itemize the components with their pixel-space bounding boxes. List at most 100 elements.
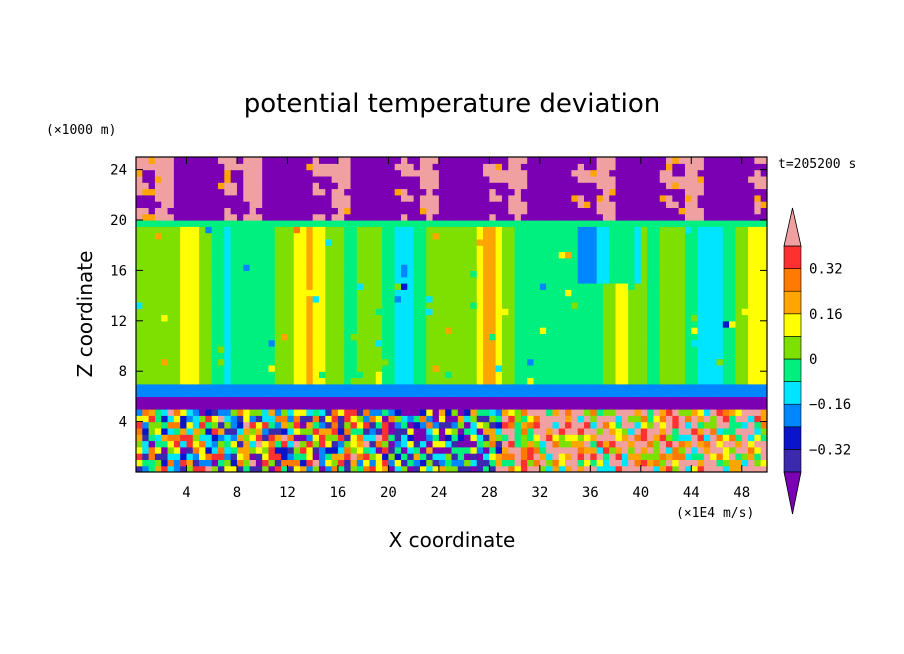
heatmap-cell — [754, 434, 762, 442]
heatmap-cell — [634, 415, 642, 423]
heatmap-cell — [154, 465, 162, 472]
heatmap-cell — [640, 283, 648, 290]
heatmap-cell — [142, 402, 150, 410]
heatmap-cell — [136, 157, 143, 164]
heatmap-cell — [647, 339, 655, 347]
heatmap-cell — [230, 421, 238, 429]
heatmap-cell — [748, 453, 755, 460]
heatmap-cell — [312, 232, 320, 240]
heatmap-cell — [520, 289, 528, 297]
heatmap-cell — [356, 446, 364, 454]
heatmap-cell — [514, 169, 522, 177]
heatmap-cell — [602, 264, 610, 271]
heatmap-cell — [577, 421, 585, 429]
heatmap-cell — [760, 383, 767, 391]
heatmap-cell — [539, 459, 547, 467]
heatmap-cell — [464, 409, 472, 416]
heatmap-cell — [451, 409, 459, 416]
heatmap-cell — [375, 295, 383, 303]
heatmap-cell — [356, 295, 364, 303]
heatmap-cell — [407, 163, 415, 171]
heatmap-cell — [672, 245, 680, 253]
heatmap-cell — [432, 232, 440, 240]
heatmap-cell — [192, 314, 200, 322]
heatmap-cell — [621, 327, 629, 334]
heatmap-cell — [394, 276, 402, 284]
heatmap-cell — [180, 182, 188, 190]
heatmap-cell — [508, 257, 516, 265]
heatmap-cell — [653, 314, 661, 322]
heatmap-cell — [173, 352, 181, 360]
heatmap-cell — [337, 175, 345, 183]
heatmap-cell — [382, 157, 389, 164]
heatmap-cell — [628, 245, 636, 253]
heatmap-cell — [438, 245, 446, 253]
heatmap-cell — [754, 226, 762, 234]
heatmap-cell — [520, 245, 528, 253]
heatmap-cell — [161, 201, 169, 208]
heatmap-cell — [520, 371, 528, 379]
heatmap-cell — [691, 358, 699, 366]
heatmap-cell — [230, 257, 238, 265]
heatmap-cell — [457, 276, 465, 284]
heatmap-cell — [672, 396, 680, 404]
heatmap-cell — [394, 453, 402, 460]
heatmap-cell — [224, 327, 232, 334]
heatmap-cell — [590, 157, 598, 164]
heatmap-cell — [432, 327, 440, 334]
heatmap-cell — [489, 314, 497, 322]
heatmap-cell — [167, 465, 175, 472]
heatmap-cell — [142, 339, 150, 347]
heatmap-cell — [577, 301, 585, 309]
heatmap-cell — [426, 245, 434, 253]
heatmap-cell — [186, 226, 194, 234]
heatmap-cell — [552, 358, 560, 366]
heatmap-cell — [565, 346, 572, 353]
heatmap-cell — [192, 459, 200, 467]
heatmap-cell — [672, 157, 680, 164]
heatmap-cell — [224, 465, 232, 472]
heatmap-cell — [350, 175, 358, 183]
heatmap-cell — [584, 339, 591, 347]
heatmap-cell — [438, 213, 446, 221]
heatmap-cell — [501, 327, 509, 334]
heatmap-cell — [672, 201, 680, 208]
heatmap-cell — [161, 169, 169, 177]
heatmap-cell — [293, 327, 301, 334]
heatmap-cell — [514, 276, 522, 284]
heatmap-cell — [173, 364, 181, 372]
heatmap-cell — [552, 264, 560, 271]
heatmap-cell — [173, 175, 181, 183]
heatmap-cell — [590, 182, 598, 190]
heatmap-cell — [161, 264, 169, 271]
heatmap-cell — [224, 358, 232, 366]
heatmap-cell — [666, 194, 673, 202]
heatmap-cell — [407, 276, 415, 284]
heatmap-cell — [350, 465, 358, 472]
heatmap-cell — [735, 390, 743, 397]
heatmap-cell — [375, 182, 383, 190]
heatmap-cell — [186, 383, 194, 391]
heatmap-cell — [432, 346, 440, 353]
heatmap-cell — [558, 276, 566, 284]
heatmap-cell — [748, 188, 755, 196]
heatmap-cell — [748, 377, 755, 385]
heatmap-cell — [596, 232, 604, 240]
heatmap-cell — [729, 396, 737, 404]
heatmap-cell — [678, 333, 686, 341]
heatmap-cell — [148, 352, 156, 360]
heatmap-cell — [426, 213, 434, 221]
heatmap-cell — [710, 396, 718, 404]
heatmap-cell — [205, 383, 213, 391]
heatmap-cell — [192, 371, 200, 379]
heatmap-cell — [501, 257, 509, 265]
heatmap-cell — [382, 308, 389, 316]
heatmap-cell — [281, 364, 289, 372]
heatmap-cell — [306, 434, 314, 442]
heatmap-cell — [520, 314, 528, 322]
heatmap-cell — [640, 175, 648, 183]
heatmap-cell — [621, 453, 629, 460]
heatmap-cell — [300, 175, 307, 183]
heatmap-cell — [350, 358, 358, 366]
heatmap-cell — [457, 213, 465, 221]
